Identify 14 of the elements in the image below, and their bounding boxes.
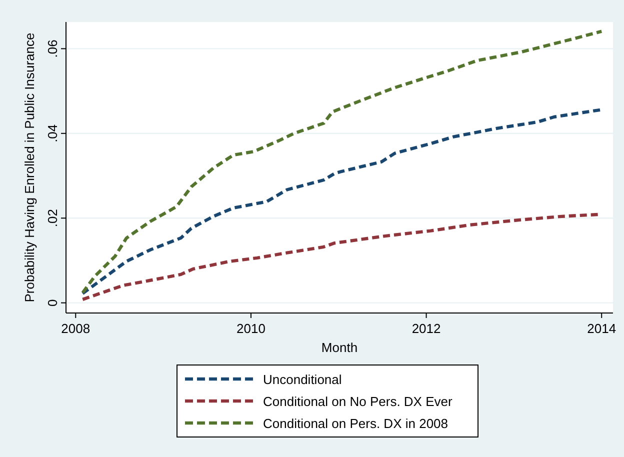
y-tick-label: 0 <box>45 299 60 306</box>
x-tick-label: 2010 <box>236 321 266 336</box>
legend-label: Conditional on Pers. DX in 2008 <box>263 416 448 431</box>
y-tick-label: .06 <box>45 40 60 58</box>
x-tick-label: 2012 <box>412 321 441 336</box>
legend-label: Unconditional <box>263 372 342 387</box>
x-axis-title: Month <box>321 340 358 355</box>
x-tick-label: 2014 <box>587 321 616 336</box>
x-tick-label: 2008 <box>61 321 90 336</box>
y-tick-label: .04 <box>45 124 60 142</box>
y-tick-label: .02 <box>45 209 60 228</box>
legend-label: Conditional on No Pers. DX Ever <box>263 394 453 409</box>
line-series <box>81 30 604 294</box>
y-axis-title: Probability Having Enrolled in Public Insurance <box>22 32 37 302</box>
